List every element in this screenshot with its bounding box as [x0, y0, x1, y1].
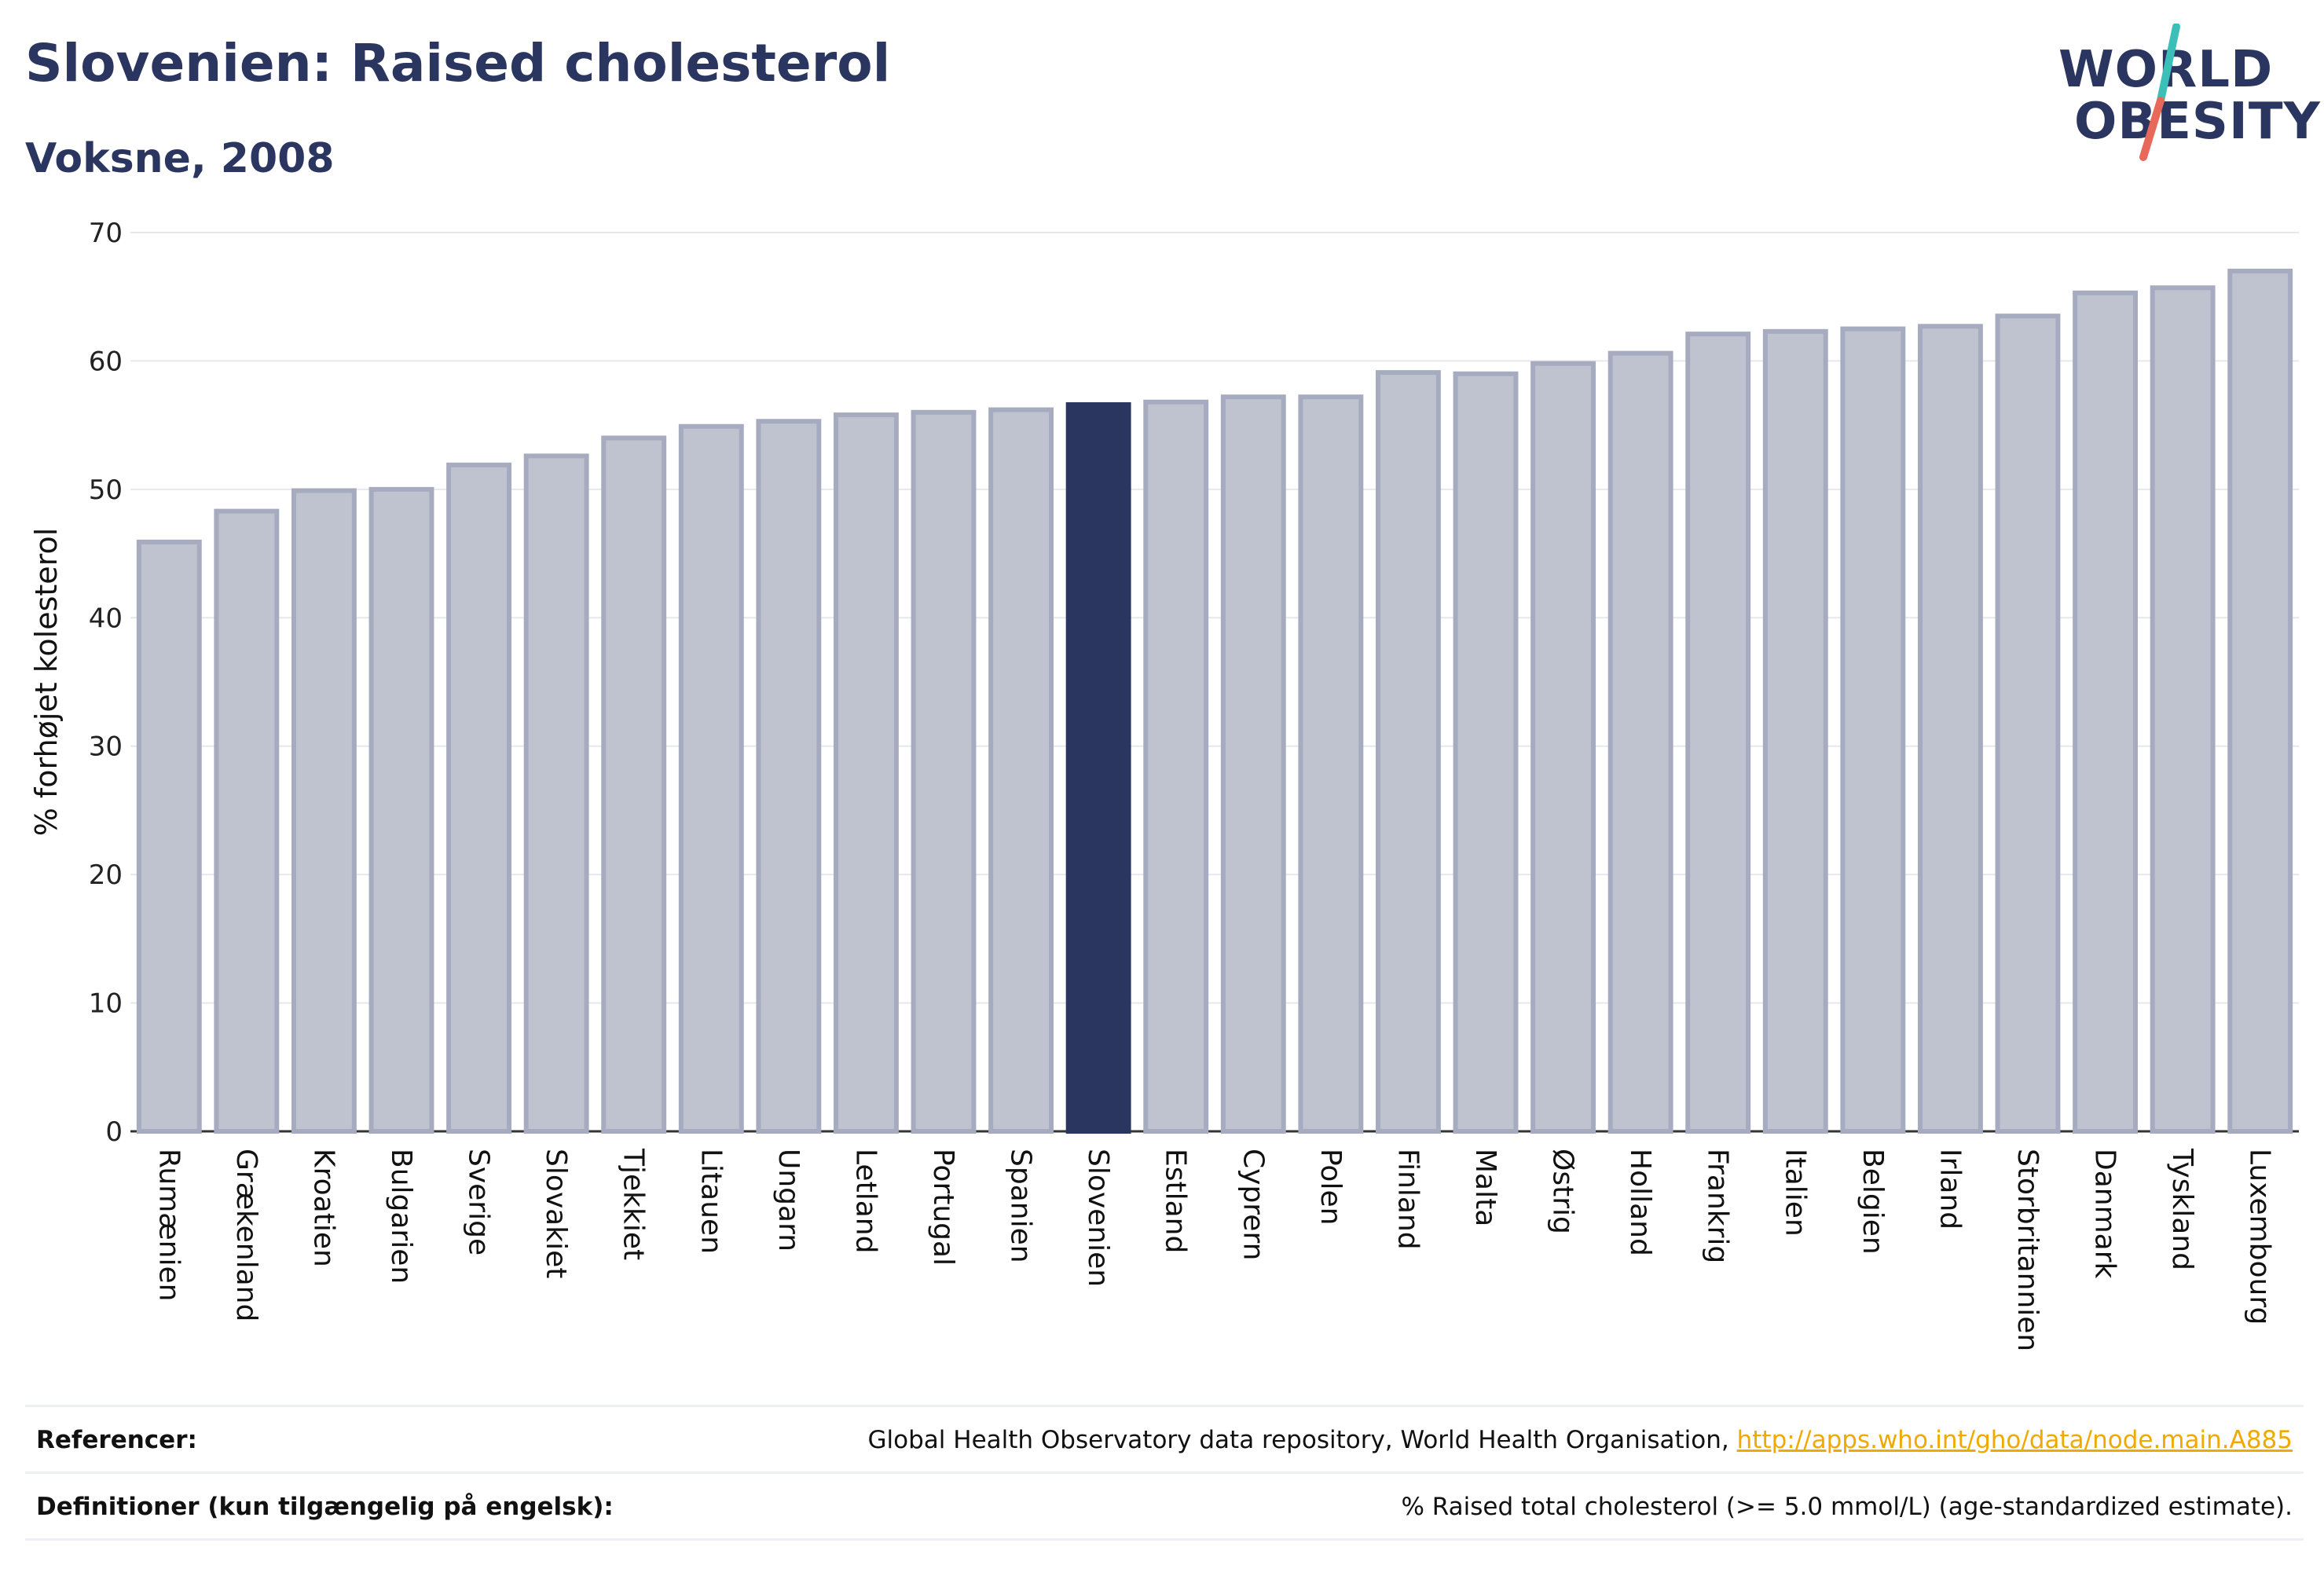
- x-tick-label: Belgien: [1857, 1149, 1889, 1255]
- references-link[interactable]: http://apps.who.int/gho/data/node.main.A…: [1736, 1426, 2293, 1454]
- definitions-value: % Raised total cholesterol (>= 5.0 mmol/…: [1401, 1493, 2293, 1521]
- bar-irland: [1917, 324, 1983, 1134]
- references-table: Referencer: Global Health Observatory da…: [25, 1405, 2304, 1541]
- definitions-row: Definitioner (kun tilgængelig på engelsk…: [25, 1472, 2304, 1541]
- x-tick-label: Kroatien: [307, 1149, 339, 1267]
- chart-subtitle: Voksne, 2008: [25, 135, 335, 182]
- x-tick-label: Litauen: [695, 1149, 727, 1254]
- x-tick-label: Finland: [1391, 1149, 1424, 1250]
- x-tick-label: Holland: [1624, 1149, 1656, 1256]
- y-tick-label: 0: [105, 1116, 123, 1148]
- references-text: Global Health Observatory data repositor…: [867, 1426, 1737, 1454]
- x-tick-label: Polen: [1314, 1149, 1347, 1225]
- x-tick-label: Portugal: [927, 1149, 959, 1266]
- x-tick-label: Cyprern: [1237, 1149, 1269, 1260]
- x-tick-label: Malta: [1469, 1149, 1501, 1226]
- y-tick-labels: 0 10 20 30 40 50 60 70: [89, 218, 123, 1148]
- bar-letland: [833, 412, 899, 1134]
- bar-grækenland: [214, 508, 280, 1134]
- bar-danmark: [2073, 290, 2139, 1134]
- bar-tjekkiet: [601, 435, 667, 1134]
- x-tick-label: Estland: [1160, 1149, 1192, 1253]
- x-tick-label: Ungarn: [772, 1149, 805, 1252]
- bar-kroatien: [291, 488, 357, 1134]
- bar-holland: [1607, 350, 1673, 1134]
- x-tick-label: Irland: [1934, 1149, 1966, 1230]
- bar-slovenien: [1065, 401, 1131, 1134]
- x-tick-label: Østrig: [1547, 1149, 1579, 1234]
- logo-line-2: OBESITY: [2074, 93, 2321, 151]
- bar-spanien: [988, 407, 1054, 1134]
- bar-rumænien: [136, 539, 202, 1134]
- x-tick-label: Spanien: [1005, 1149, 1037, 1263]
- bar-polen: [1298, 394, 1364, 1134]
- bar-frankrig: [1685, 332, 1751, 1134]
- y-tick-label: 70: [89, 218, 123, 249]
- definitions-label: Definitioner (kun tilgængelig på engelsk…: [36, 1493, 614, 1521]
- bar-italien: [1762, 328, 1828, 1134]
- bar-malta: [1453, 371, 1519, 1134]
- y-axis-label: % forhøjet kolesterol: [29, 528, 64, 837]
- y-tick-label: 30: [89, 731, 123, 763]
- bar-østrig: [1530, 361, 1596, 1134]
- references-value: Global Health Observatory data repositor…: [868, 1426, 2293, 1454]
- y-tick-label: 40: [89, 603, 123, 634]
- x-tick-label: Sverige: [463, 1149, 495, 1255]
- bar-estland: [1143, 399, 1209, 1134]
- bar-storbritannien: [1995, 313, 2061, 1134]
- bar-luxembourg: [2227, 269, 2293, 1134]
- x-tick-label: Frankrig: [1702, 1149, 1734, 1263]
- x-tick-label: Rumænien: [152, 1149, 185, 1301]
- logo-slash-icon: [2139, 24, 2180, 161]
- y-tick-label: 20: [89, 859, 123, 891]
- bars: [136, 269, 2293, 1134]
- bar-portugal: [911, 409, 977, 1134]
- bar-finland: [1375, 370, 1441, 1134]
- y-tick-label: 10: [89, 988, 123, 1020]
- references-label: Referencer:: [36, 1426, 197, 1454]
- x-tick-label: Tjekkiet: [618, 1148, 650, 1260]
- x-tick-label: Italien: [1779, 1149, 1811, 1237]
- x-tick-labels: Rumænien Grækenland Kroatien Bulgarien Sveri…: [152, 1148, 2275, 1351]
- bar-bulgarien: [368, 486, 434, 1134]
- x-tick-label: Storbritannien: [2011, 1149, 2044, 1351]
- y-tick-label: 50: [89, 475, 123, 506]
- x-tick-label: Letland: [849, 1149, 882, 1253]
- x-tick-label: Slovakiet: [540, 1149, 572, 1278]
- x-tick-label: Slovenien: [1082, 1149, 1114, 1287]
- chart-title: Slovenien: Raised cholesterol: [25, 33, 891, 93]
- x-tick-label: Danmark: [2089, 1149, 2121, 1279]
- bar-chart: 0 10 20 30 40 50 60 70 Rumænien Grækenland Kroati…: [29, 218, 2299, 1351]
- references-row: Referencer: Global Health Observatory da…: [25, 1405, 2304, 1472]
- bar-tyskland: [2150, 285, 2216, 1134]
- x-tick-label: Grækenland: [230, 1149, 262, 1321]
- x-tick-label: Bulgarien: [385, 1149, 417, 1284]
- x-tick-label: Luxembourg: [2244, 1149, 2276, 1325]
- bar-cyprern: [1220, 394, 1286, 1134]
- bar-sverige: [446, 462, 512, 1134]
- world-obesity-logo: WORLD OBESITY: [2051, 24, 2320, 165]
- bar-belgien: [1840, 326, 1906, 1134]
- bar-litauen: [678, 423, 744, 1134]
- bar-slovakiet: [523, 453, 589, 1134]
- x-tick-label: Tyskland: [2166, 1148, 2198, 1270]
- bar-ungarn: [756, 419, 822, 1134]
- y-tick-label: 60: [89, 346, 123, 377]
